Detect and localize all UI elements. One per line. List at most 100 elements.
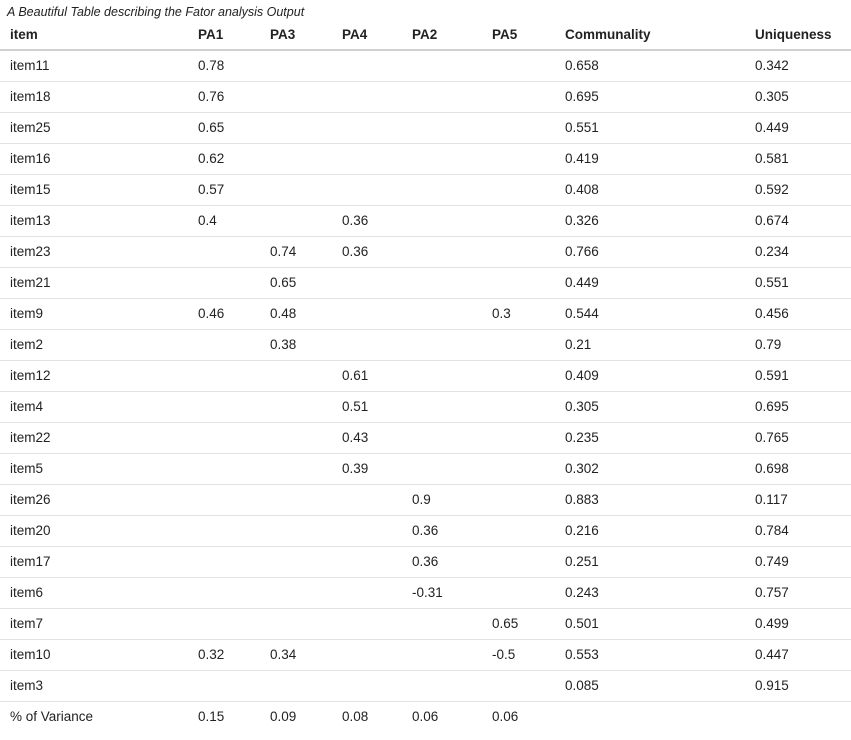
- cell-uniqueness: 0.449: [755, 112, 851, 144]
- row-label: item17: [0, 546, 198, 578]
- cell-communality: 0.326: [565, 205, 755, 237]
- table-row: item3 0.085 0.915: [0, 670, 851, 702]
- cell-pa2: [412, 670, 492, 702]
- row-label: item12: [0, 360, 198, 392]
- cell-pa5: -0.5: [492, 639, 565, 671]
- cell-pa3: 0.38: [270, 329, 342, 361]
- table-row: item10 0.32 0.34 -0.5 0.553 0.447: [0, 639, 851, 671]
- row-label: item2: [0, 329, 198, 361]
- cell-uniqueness: 0.765: [755, 422, 851, 454]
- column-header-pa4: PA4: [342, 20, 412, 51]
- table-row: item11 0.78 0.658 0.342: [0, 50, 851, 82]
- cell-pa3: [270, 577, 342, 609]
- row-label: item13: [0, 205, 198, 237]
- cell-uniqueness: 0.784: [755, 515, 851, 547]
- cell-pa3: [270, 391, 342, 423]
- cell-pa5: [492, 577, 565, 609]
- cell-pa2: [412, 112, 492, 144]
- cell-pa1: 0.78: [198, 50, 270, 82]
- row-label: item22: [0, 422, 198, 454]
- cell-pa1: [198, 422, 270, 454]
- cell-pa2: [412, 81, 492, 113]
- cell-pa4: [342, 143, 412, 175]
- cell-pa2: [412, 639, 492, 671]
- cell-pa3: [270, 50, 342, 82]
- cell-pa4: 0.51: [342, 391, 412, 423]
- row-label: item4: [0, 391, 198, 423]
- cell-pa5: [492, 484, 565, 516]
- cell-pa5: [492, 174, 565, 206]
- cell-communality: 0.409: [565, 360, 755, 392]
- cell-communality: 0.883: [565, 484, 755, 516]
- cell-pa3: [270, 546, 342, 578]
- cell-pa3: [270, 205, 342, 237]
- table-row: item18 0.76 0.695 0.305: [0, 81, 851, 113]
- cell-pa2: [412, 391, 492, 423]
- cell-pa4: [342, 329, 412, 361]
- cell-pa2: 0.06: [412, 709, 439, 725]
- cell-pa3: [270, 112, 342, 144]
- cell-uniqueness: 0.305: [755, 81, 851, 113]
- cell-communality: 0.551: [565, 112, 755, 144]
- cell-pa4: 0.08: [342, 709, 369, 725]
- cell-pa1: [198, 267, 270, 299]
- cell-communality: 0.553: [565, 639, 755, 671]
- cell-pa3: [270, 143, 342, 175]
- cell-pa4: [342, 81, 412, 113]
- cell-communality: 0.216: [565, 515, 755, 547]
- table-row: item21 0.65 0.449 0.551: [0, 267, 851, 299]
- row-label: item21: [0, 267, 198, 299]
- cell-uniqueness: 0.79: [755, 329, 851, 361]
- cell-uniqueness: 0.499: [755, 608, 851, 640]
- cell-pa4: [342, 50, 412, 82]
- cell-pa4: 0.43: [342, 422, 412, 454]
- table-row: item7 0.65 0.501 0.499: [0, 608, 851, 640]
- cell-communality: 0.408: [565, 174, 755, 206]
- cell-communality: 0.544: [565, 298, 755, 330]
- table-row: item2 0.38 0.21 0.79: [0, 329, 851, 361]
- cell-pa5: [492, 143, 565, 175]
- cell-pa3: [270, 515, 342, 547]
- cell-pa4: [342, 112, 412, 144]
- cell-pa2: -0.31: [412, 577, 492, 609]
- cell-pa5: 0.06: [492, 709, 519, 725]
- cell-pa1: [198, 670, 270, 702]
- cell-pa2: [412, 422, 492, 454]
- cell-communality: 0.21: [565, 329, 755, 361]
- cell-pa3: [270, 453, 342, 485]
- cell-pa4: [342, 298, 412, 330]
- cell-pa5: [492, 329, 565, 361]
- cell-uniqueness: 0.456: [755, 298, 851, 330]
- cell-pa4: [342, 577, 412, 609]
- cell-pa5: [492, 360, 565, 392]
- cell-uniqueness: 0.674: [755, 205, 851, 237]
- row-label: item15: [0, 174, 198, 206]
- cell-communality: 0.766: [565, 236, 755, 268]
- cell-pa1: [198, 577, 270, 609]
- cell-pa2: [412, 143, 492, 175]
- cell-pa5: 0.65: [492, 608, 565, 640]
- cell-pa5: [492, 81, 565, 113]
- cell-pa1: [198, 360, 270, 392]
- column-header-item: item: [0, 20, 198, 51]
- table-row: item9 0.46 0.48 0.3 0.544 0.456: [0, 298, 851, 330]
- cell-pa1: 0.65: [198, 112, 270, 144]
- row-label: % of Variance: [10, 709, 94, 725]
- cell-uniqueness: 0.591: [755, 360, 851, 392]
- column-header-uniqueness: Uniqueness: [755, 20, 851, 51]
- table-row: item16 0.62 0.419 0.581: [0, 143, 851, 175]
- cell-pa5: [492, 515, 565, 547]
- table-row: item12 0.61 0.409 0.591: [0, 360, 851, 392]
- cell-pa1: 0.76: [198, 81, 270, 113]
- cell-pa5: [492, 236, 565, 268]
- column-header-pa1: PA1: [198, 20, 270, 51]
- cell-pa3: 0.65: [270, 267, 342, 299]
- cell-pa5: [492, 391, 565, 423]
- cell-pa1: 0.62: [198, 143, 270, 175]
- cell-pa1: 0.57: [198, 174, 270, 206]
- cell-uniqueness: [755, 701, 851, 732]
- cell-pa1: [198, 236, 270, 268]
- cell-pa4: 0.39: [342, 453, 412, 485]
- cell-pa2: [412, 360, 492, 392]
- cell-pa2: 0.36: [412, 515, 492, 547]
